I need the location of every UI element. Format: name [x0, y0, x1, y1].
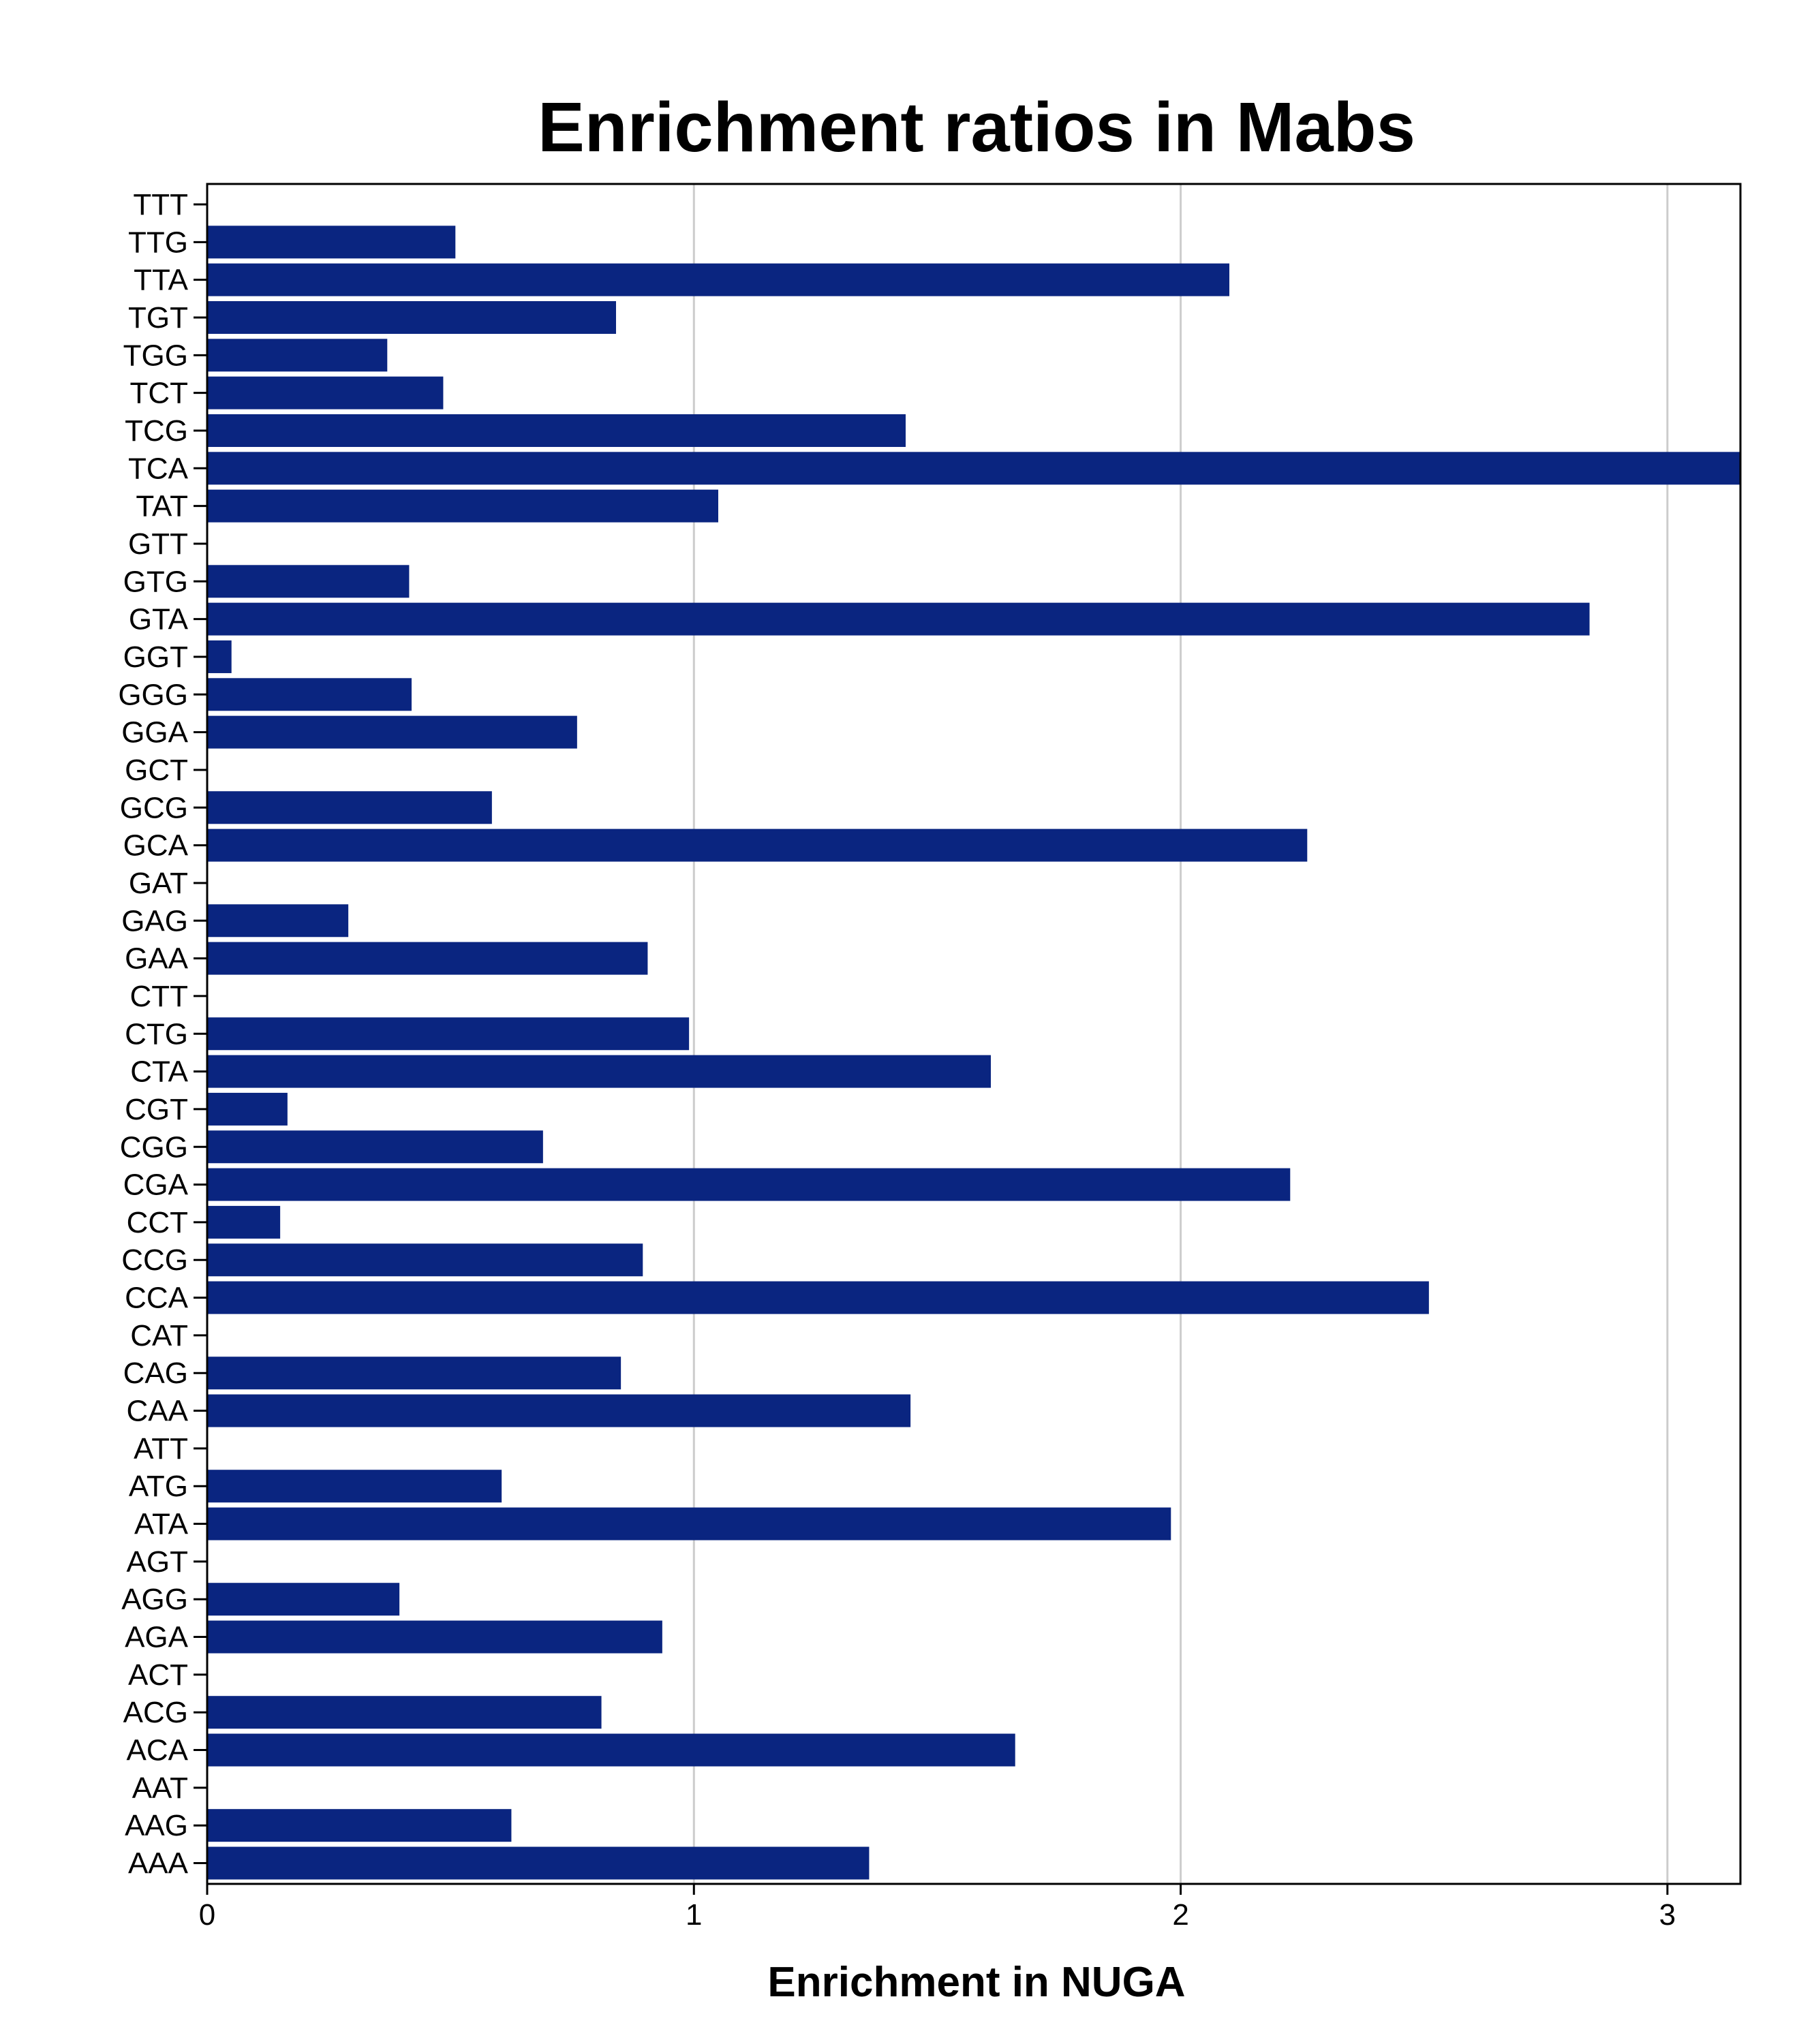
y-tick-label: TTT [133, 188, 188, 221]
bar-cca [207, 1281, 1429, 1314]
bar-gga [207, 715, 577, 749]
bar-tgt [207, 300, 616, 334]
y-tick-label: TTG [128, 226, 188, 259]
bar-cct [207, 1205, 281, 1239]
y-tick-label: AGG [121, 1583, 188, 1616]
bar-cga [207, 1168, 1291, 1201]
y-tick-label: GTT [128, 527, 188, 561]
x-tick-label: 2 [1172, 1898, 1188, 1932]
bar-cgg [207, 1130, 543, 1164]
y-tick-label: CGA [123, 1168, 189, 1202]
y-tick-label: GCA [123, 829, 189, 863]
bar-gca [207, 829, 1308, 862]
bar-tca [207, 452, 1740, 485]
y-tick-label: GAT [129, 867, 188, 900]
y-tick-label: ATA [134, 1508, 189, 1541]
bar-caa [207, 1394, 911, 1427]
y-tick-label: TCA [128, 452, 189, 485]
bar-gag [207, 904, 349, 938]
y-tick-label: TGT [128, 301, 188, 335]
y-tick-label: CCA [125, 1282, 189, 1315]
y-tick-label: CAT [130, 1319, 188, 1352]
y-tick-label: GTG [123, 565, 188, 598]
x-axis: 0 1 2 3 [199, 1884, 1676, 1932]
y-tick-label: GTA [129, 603, 189, 636]
y-axis: TTT TTG TTA TGT TGG TCT TCG TCA TAT GTT GTG GTA GGT G… [118, 188, 207, 1880]
bar-cgt [207, 1092, 288, 1126]
bar-aga [207, 1620, 662, 1654]
y-tick-label: CGG [120, 1130, 188, 1164]
y-tick-label: CTA [130, 1055, 188, 1089]
y-tick-label: GGG [118, 678, 188, 711]
chart-title: Enrichment ratios in Mabs [538, 88, 1415, 166]
y-tick-label: TAT [136, 490, 188, 523]
bar-tcg [207, 414, 906, 447]
bar-gcg [207, 791, 492, 824]
bar-tct [207, 376, 444, 409]
y-tick-label: AGT [127, 1545, 188, 1579]
bar-tta [207, 263, 1229, 296]
y-tick-label: TCT [129, 377, 188, 410]
y-tick-label: CCT [127, 1206, 188, 1239]
y-tick-label: TTA [134, 264, 188, 297]
bar-aca [207, 1733, 1015, 1767]
bar-gta [207, 602, 1590, 636]
bar-ccg [207, 1243, 643, 1277]
y-tick-label: CAA [127, 1395, 189, 1428]
bar-acg [207, 1696, 602, 1729]
y-tick-label: GAA [125, 942, 189, 976]
y-tick-label: CCG [121, 1243, 188, 1277]
y-tick-label: ATT [134, 1432, 188, 1466]
bar-agg [207, 1583, 400, 1616]
bar-cta [207, 1055, 991, 1088]
bar-aaa [207, 1846, 870, 1880]
y-tick-label: ACG [123, 1696, 188, 1729]
y-tick-label: CTT [129, 980, 188, 1013]
x-tick-label: 0 [199, 1898, 215, 1932]
bar-tgg [207, 339, 388, 372]
y-tick-label: CTG [125, 1017, 188, 1051]
y-tick-label: TGG [123, 339, 188, 372]
y-tick-label: CGT [125, 1093, 188, 1126]
y-tick-label: GAG [121, 904, 188, 938]
bar-tat [207, 489, 718, 523]
x-tick-label: 3 [1659, 1898, 1676, 1932]
bar-ctg [207, 1017, 690, 1051]
bar-gtg [207, 565, 410, 598]
bar-gaa [207, 942, 648, 975]
x-tick-label: 1 [686, 1898, 702, 1932]
bar-ttg [207, 226, 456, 259]
y-tick-label: GCT [125, 754, 188, 787]
bar-atg [207, 1470, 502, 1503]
y-tick-label: AAG [125, 1809, 188, 1842]
y-tick-label: GCG [120, 791, 188, 824]
y-tick-label: CAG [123, 1357, 188, 1390]
y-tick-label: AGA [125, 1621, 189, 1654]
y-tick-label: ATG [129, 1470, 188, 1503]
y-tick-label: AAA [128, 1847, 189, 1880]
x-axis-label: Enrichment in NUGA [767, 1959, 1185, 2006]
y-tick-label: TCG [125, 414, 188, 448]
bar-ata [207, 1507, 1171, 1540]
bars [207, 226, 1740, 1880]
bar-ggt [207, 640, 232, 673]
y-tick-label: GGT [123, 640, 188, 674]
y-tick-label: GGA [121, 716, 188, 749]
bar-ggg [207, 678, 412, 711]
y-tick-label: ACA [127, 1734, 189, 1767]
y-tick-label: ACT [128, 1658, 188, 1692]
y-tick-label: AAT [132, 1771, 188, 1805]
bar-cag [207, 1357, 621, 1390]
bar-aag [207, 1809, 512, 1842]
